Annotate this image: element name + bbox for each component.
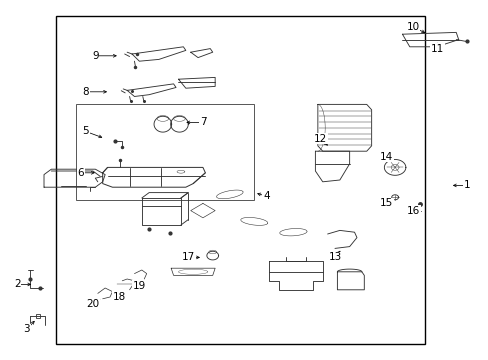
Text: 5: 5 [82, 126, 89, 136]
Text: 9: 9 [92, 51, 99, 61]
Text: 14: 14 [379, 152, 392, 162]
Bar [76, 104, 254, 200]
Text: 11: 11 [430, 44, 444, 54]
Text: 19: 19 [132, 281, 146, 291]
Bar [56, 16, 425, 344]
Text: 3: 3 [23, 324, 30, 334]
Text: 12: 12 [313, 134, 326, 144]
Text: 13: 13 [327, 252, 341, 262]
Text: 7: 7 [199, 117, 206, 127]
Text: 1: 1 [463, 180, 469, 190]
Text: 17: 17 [181, 252, 195, 262]
Text: 2: 2 [14, 279, 20, 289]
Text: 20: 20 [86, 299, 99, 309]
Text: 16: 16 [406, 206, 419, 216]
Text: 15: 15 [379, 198, 392, 208]
Text: 6: 6 [77, 168, 84, 178]
Text: 4: 4 [263, 191, 269, 201]
Text: 10: 10 [406, 22, 419, 32]
Text: 8: 8 [82, 87, 89, 97]
Text: 18: 18 [113, 292, 126, 302]
